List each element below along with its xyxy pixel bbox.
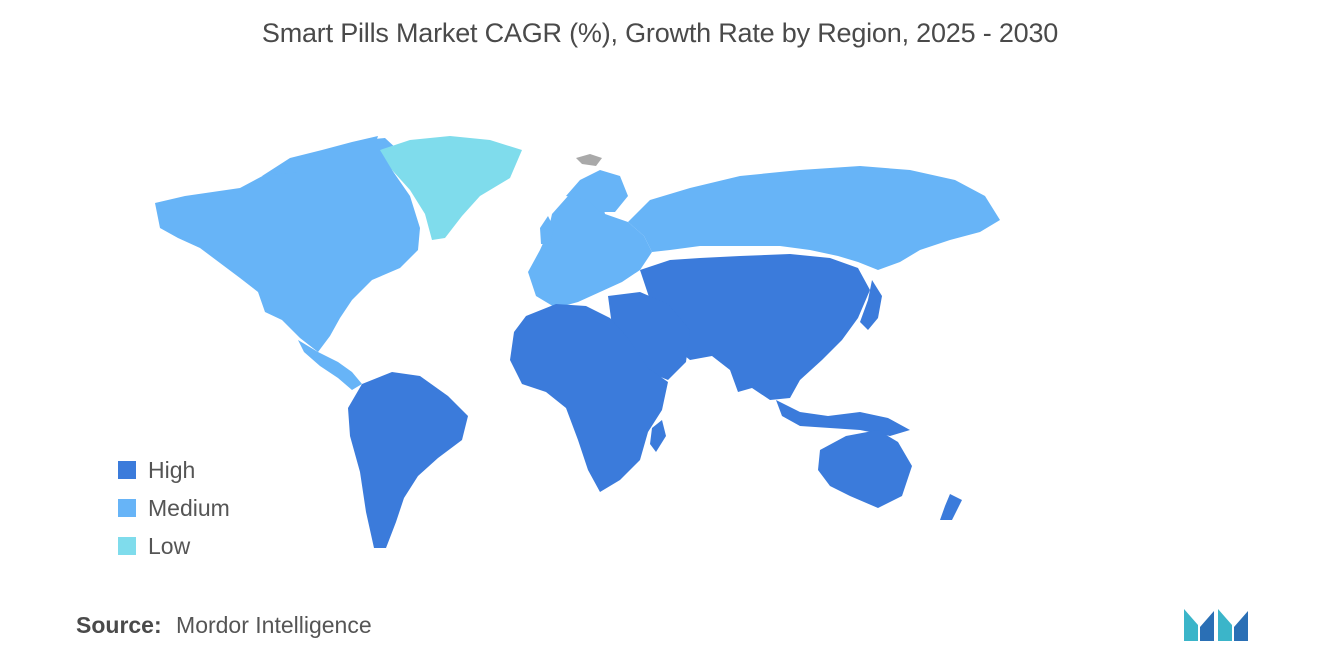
region-north-america xyxy=(155,138,420,352)
legend-label-high: High xyxy=(148,456,196,483)
legend-swatch-low xyxy=(118,537,136,555)
region-arctic-islands xyxy=(262,136,378,176)
source-text: Mordor Intelligence xyxy=(176,612,372,638)
legend-label-medium: Medium xyxy=(148,494,230,521)
region-new-zealand xyxy=(940,494,962,520)
region-svalbard xyxy=(576,154,602,166)
region-south-america xyxy=(348,372,468,548)
source-line: Source: Mordor Intelligence xyxy=(76,612,372,639)
region-japan xyxy=(860,280,882,330)
legend-swatch-medium xyxy=(118,499,136,517)
region-greenland xyxy=(380,136,522,240)
mordor-logo-icon xyxy=(1184,609,1248,641)
chart-title: Smart Pills Market CAGR (%), Growth Rate… xyxy=(261,18,1059,48)
region-russia xyxy=(628,166,1000,270)
source-label: Source: xyxy=(76,612,162,638)
legend-item-medium: Medium xyxy=(118,489,230,527)
legend-item-low: Low xyxy=(118,527,230,565)
legend-swatch-high xyxy=(118,461,136,479)
region-africa xyxy=(510,304,668,492)
region-australia xyxy=(818,430,912,508)
region-europe xyxy=(528,188,652,308)
region-central-america xyxy=(298,340,362,390)
region-sea-islands xyxy=(776,400,910,436)
legend-item-high: High xyxy=(118,451,230,489)
region-scandinavia xyxy=(566,170,628,212)
region-madagascar xyxy=(650,420,666,452)
region-uk xyxy=(540,216,554,244)
legend: High Medium Low xyxy=(118,451,230,565)
legend-label-low: Low xyxy=(148,532,191,559)
region-asia xyxy=(640,254,870,400)
region-middle-east xyxy=(608,292,690,380)
